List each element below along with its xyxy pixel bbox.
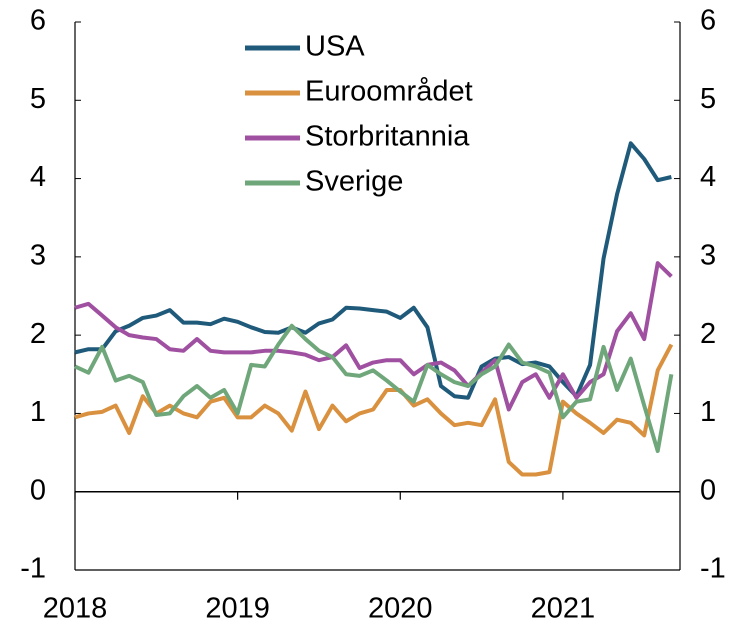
y-tick-label: 6: [30, 5, 46, 37]
y-tick-label: -1: [20, 553, 46, 585]
y2-tick-label: 4: [700, 161, 716, 193]
legend-label: Sverige: [305, 166, 403, 198]
legend-label: Storbritannia: [305, 121, 470, 153]
legend-label: Euroområdet: [305, 76, 473, 108]
y2-tick-label: 2: [700, 318, 716, 350]
y2-tick-label: 3: [700, 240, 716, 272]
y2-tick-label: 1: [700, 396, 716, 428]
x-tick-label: 2021: [531, 593, 596, 625]
x-tick-label: 2019: [205, 593, 270, 625]
y-tick-label: 3: [30, 240, 46, 272]
x-tick-label: 2018: [43, 593, 108, 625]
y2-tick-label: -1: [700, 553, 726, 585]
y-tick-label: 5: [30, 83, 46, 115]
y2-tick-label: 0: [700, 474, 716, 506]
series-line: [74, 261, 673, 412]
y2-tick-label: 5: [700, 83, 716, 115]
series-line: [74, 323, 674, 454]
x-tick-label: 2020: [368, 593, 433, 625]
y-tick-label: 2: [30, 318, 46, 350]
y-tick-label: 0: [30, 474, 46, 506]
y2-tick-label: 6: [700, 5, 716, 37]
legend-label: USA: [305, 31, 365, 63]
y-tick-label: 1: [30, 396, 46, 428]
y-tick-label: 4: [30, 161, 46, 193]
